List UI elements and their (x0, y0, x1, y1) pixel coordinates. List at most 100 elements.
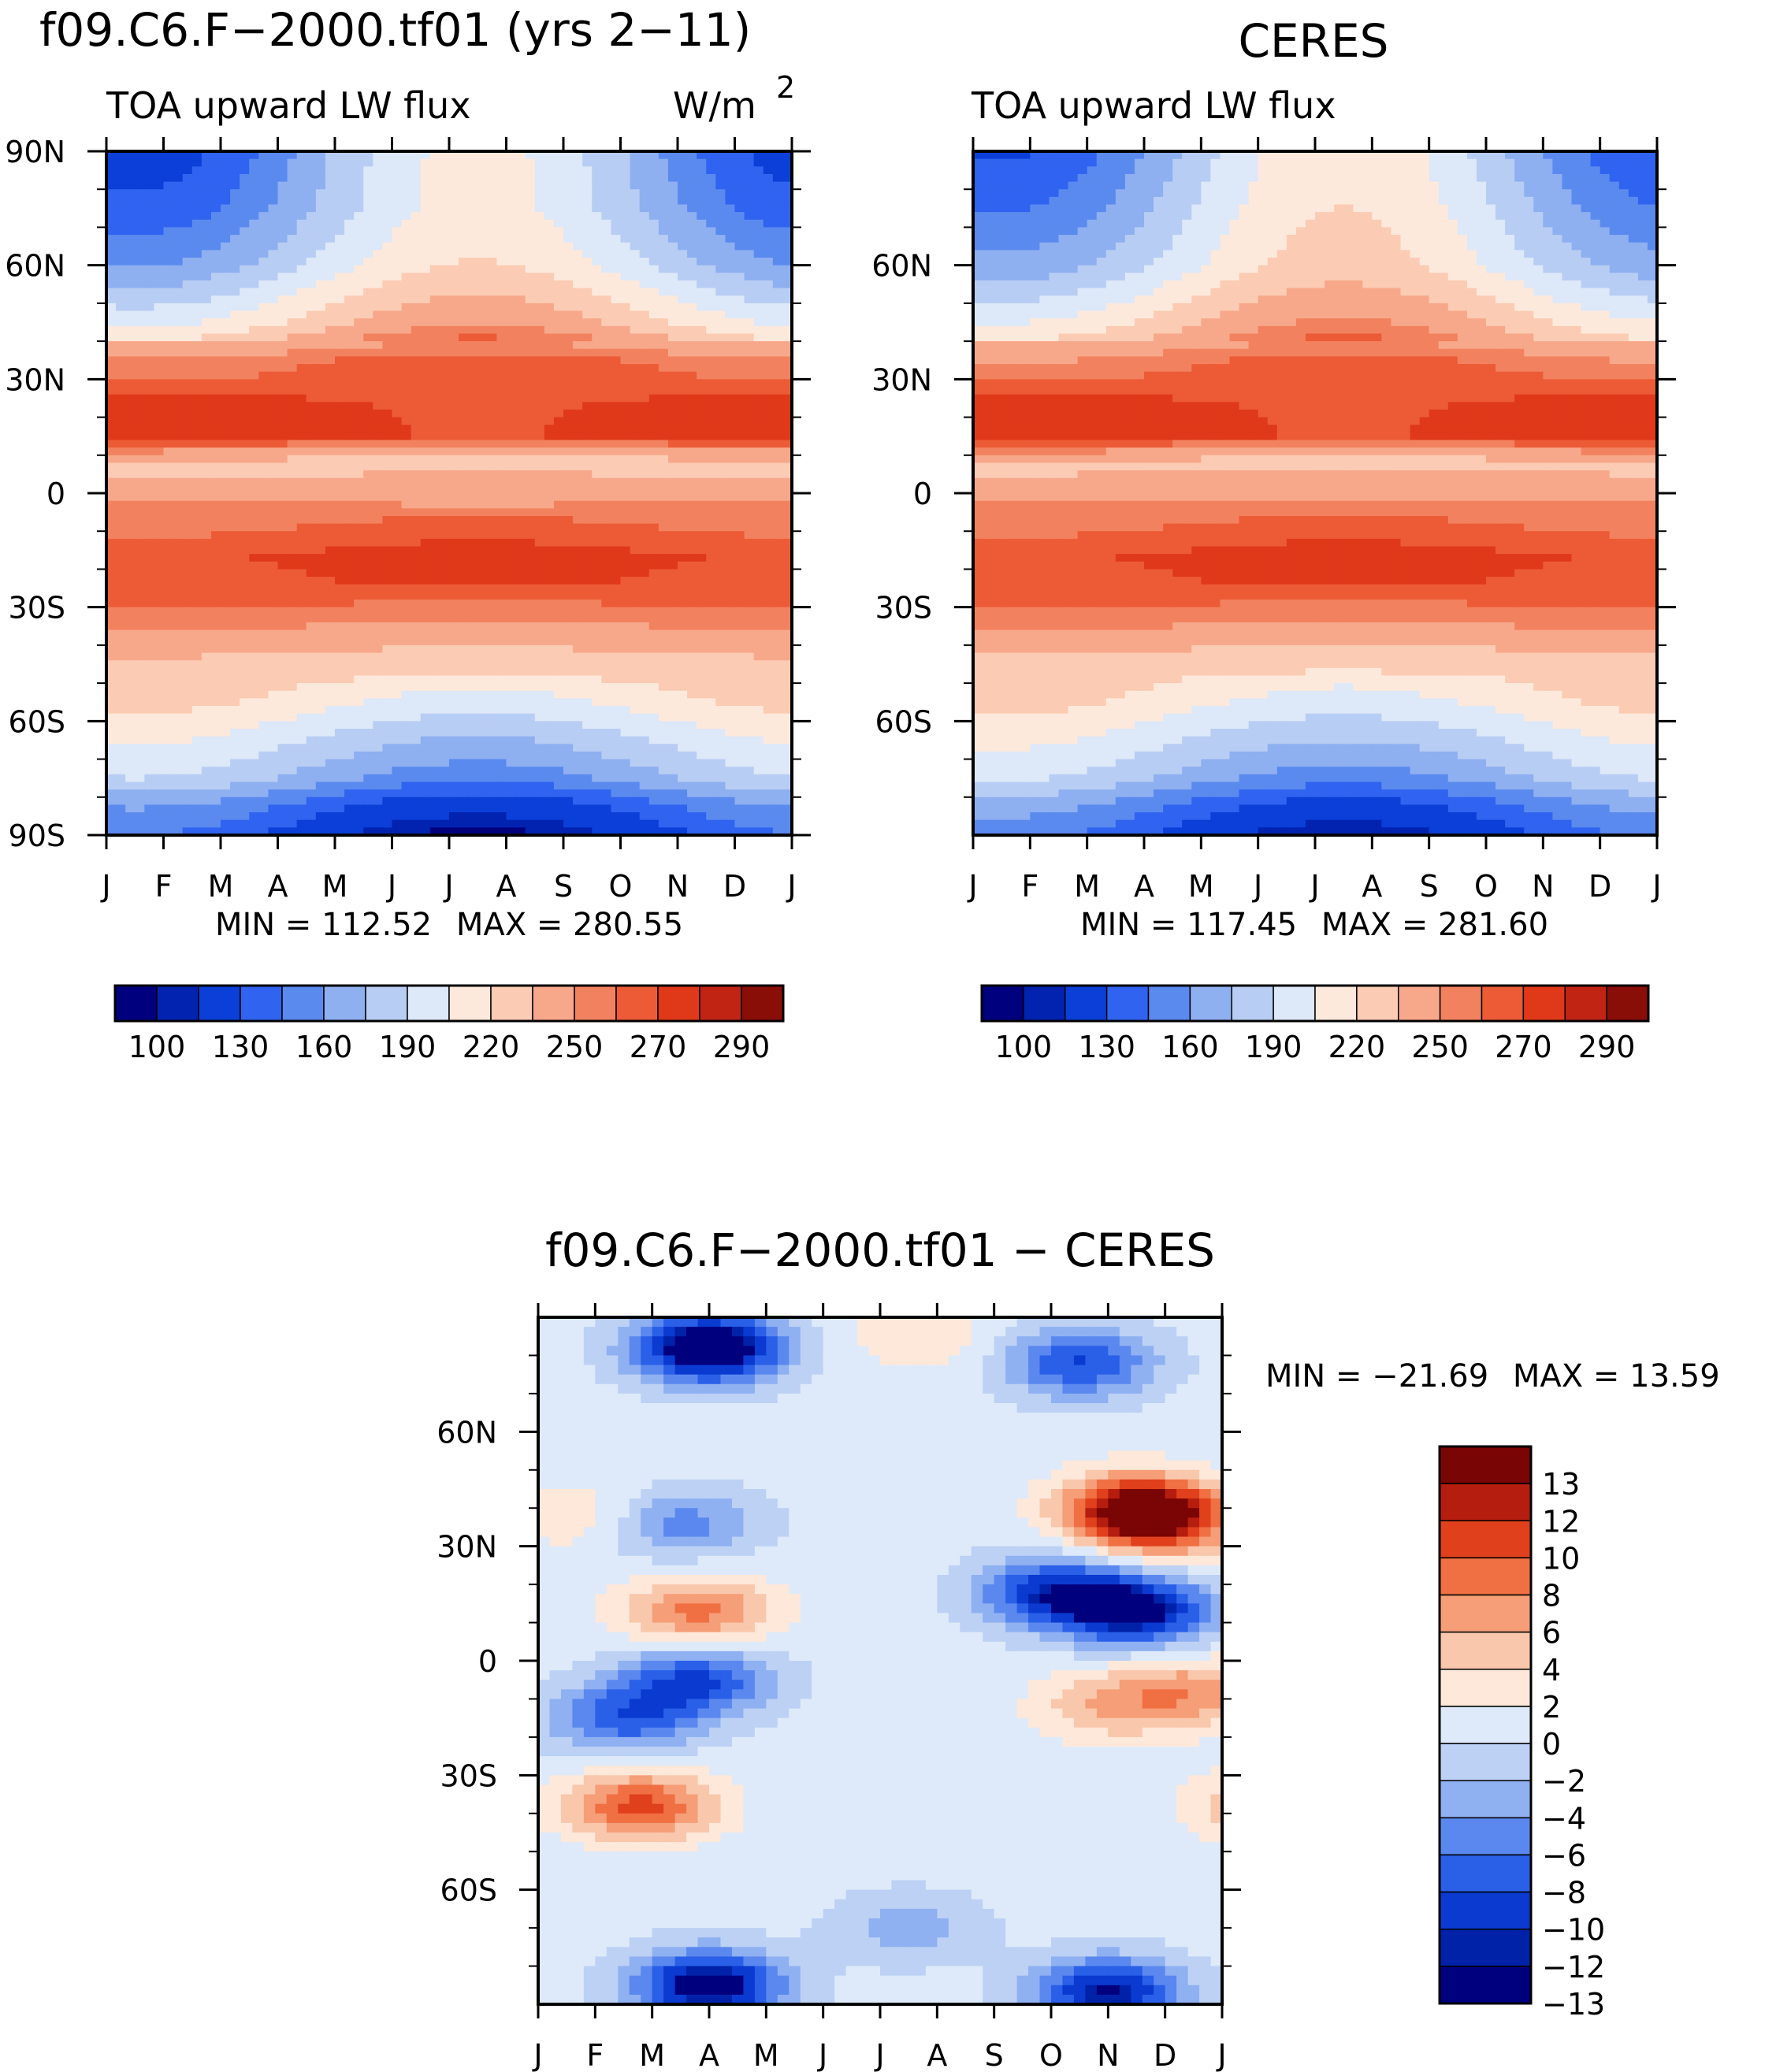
field-cell (658, 212, 669, 221)
field-cell (678, 493, 688, 502)
field-cell (401, 212, 412, 221)
field-cell (734, 318, 745, 327)
field-cell (277, 477, 288, 487)
field-cell (573, 364, 583, 373)
field-cell (534, 409, 545, 418)
field-cell (191, 477, 202, 487)
field-cell (335, 181, 345, 191)
field-cell (734, 295, 745, 304)
field-cell (725, 447, 736, 456)
field-cell (363, 250, 374, 258)
field-cell (468, 546, 479, 555)
field-cell (639, 607, 650, 616)
field-cell (667, 258, 678, 266)
field-cell (277, 629, 288, 639)
field-cell (439, 227, 450, 236)
field-cell (249, 652, 260, 661)
field-cell (763, 242, 774, 251)
field-cell (420, 592, 431, 600)
field-cell (687, 577, 697, 585)
field-cell (210, 447, 221, 456)
field-cell (325, 227, 336, 236)
field-cell (658, 584, 669, 593)
field-cell (154, 371, 165, 381)
field-cell (706, 348, 717, 358)
field-cell (116, 273, 126, 281)
field-cell (706, 356, 717, 365)
field-cell (648, 538, 659, 548)
field-cell (116, 166, 126, 175)
field-cell (630, 629, 641, 639)
field-cell (639, 447, 650, 456)
field-cell (296, 660, 307, 669)
field-cell (144, 569, 155, 577)
field-cell (144, 637, 155, 646)
field-cell (678, 265, 688, 274)
field-cell (201, 531, 212, 540)
field-cell (697, 151, 708, 160)
field-cell (477, 196, 489, 206)
field-cell (744, 181, 755, 191)
field-cell (163, 166, 174, 175)
field-cell (135, 477, 146, 487)
field-cell (782, 637, 792, 646)
field-cell (534, 485, 545, 494)
field-cell (544, 546, 555, 555)
field-cell (240, 508, 251, 517)
field-cell (630, 417, 641, 425)
field-cell (230, 235, 240, 243)
field-cell (429, 227, 440, 236)
field-cell (658, 432, 669, 441)
field-cell (506, 600, 517, 608)
field-cell (611, 348, 622, 358)
field-cell (515, 607, 526, 616)
field-cell (315, 607, 326, 616)
field-cell (210, 607, 221, 616)
field-cell (354, 508, 365, 517)
field-cell (163, 515, 174, 525)
field-cell (667, 212, 678, 221)
field-cell (201, 577, 212, 585)
field-cell (191, 394, 202, 403)
field-cell (373, 371, 384, 381)
field-cell (782, 310, 792, 319)
field-cell (240, 447, 251, 456)
field-cell (125, 538, 136, 548)
field-cell (335, 554, 345, 563)
field-cell (449, 447, 459, 456)
field-cell (268, 629, 279, 639)
field-cell (173, 318, 184, 327)
field-cell (772, 204, 783, 213)
field-cell (611, 531, 622, 540)
field-cell (763, 600, 774, 608)
field-cell (429, 409, 440, 418)
field-cell (697, 295, 708, 304)
field-cell (496, 318, 507, 327)
field-cell (620, 364, 631, 373)
field-cell (753, 189, 764, 198)
field-cell (429, 622, 440, 631)
field-cell (354, 371, 365, 381)
field-cell (553, 386, 564, 395)
field-cell (201, 515, 212, 525)
field-cell (344, 158, 355, 168)
field-cell (506, 462, 517, 471)
field-cell (306, 417, 317, 425)
field-cell (382, 584, 393, 593)
field-cell (715, 227, 726, 236)
field-cell (335, 189, 345, 198)
field-cell (382, 592, 393, 600)
field-cell (658, 219, 669, 228)
field-cell (459, 379, 469, 388)
field-cell (258, 455, 269, 464)
field-cell (563, 470, 574, 479)
field-cell (258, 462, 269, 471)
field-cell (620, 477, 631, 487)
field-cell (182, 242, 193, 251)
field-cell (459, 394, 469, 403)
field-cell (268, 523, 279, 533)
field-cell (401, 333, 412, 342)
field-cell (144, 379, 155, 388)
field-cell (230, 607, 240, 616)
field-cell (325, 600, 336, 608)
